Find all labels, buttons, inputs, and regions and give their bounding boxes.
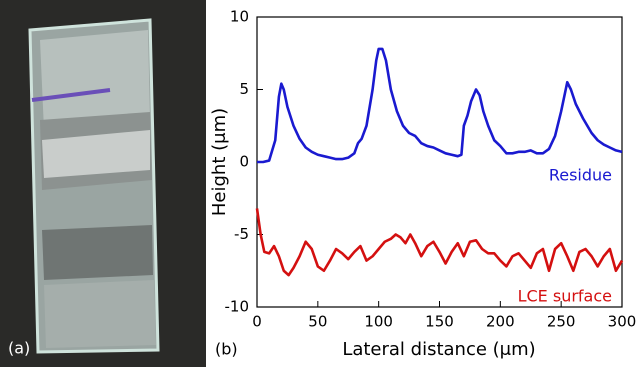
y-tick-label: 0: [239, 153, 249, 171]
y-tick-label: -5: [234, 225, 249, 243]
x-axis-label: Lateral distance (μm): [342, 339, 535, 360]
y-tick-label: -10: [225, 298, 250, 316]
x-tick-label: 150: [425, 313, 454, 331]
panel-label: (a): [8, 339, 30, 358]
y-tick-label: 10: [230, 8, 249, 26]
series-label: Residue: [549, 166, 612, 185]
y-axis-label: Height (μm): [209, 108, 230, 216]
plot-frame: [256, 16, 623, 308]
series-line: [255, 208, 624, 277]
panel-label: (b): [215, 340, 238, 359]
x-tick-label: 300: [608, 313, 637, 331]
y-tick-label: 5: [239, 80, 249, 98]
x-tick-label: 250: [547, 313, 576, 331]
x-tick-label: 200: [486, 313, 515, 331]
x-tick-label: 0: [252, 313, 262, 331]
photo: (a): [0, 0, 206, 367]
series-line: [257, 47, 623, 164]
x-tick-label: 100: [364, 313, 393, 331]
x-tick-label: 50: [308, 313, 327, 331]
series-label: LCE surface: [518, 287, 612, 306]
